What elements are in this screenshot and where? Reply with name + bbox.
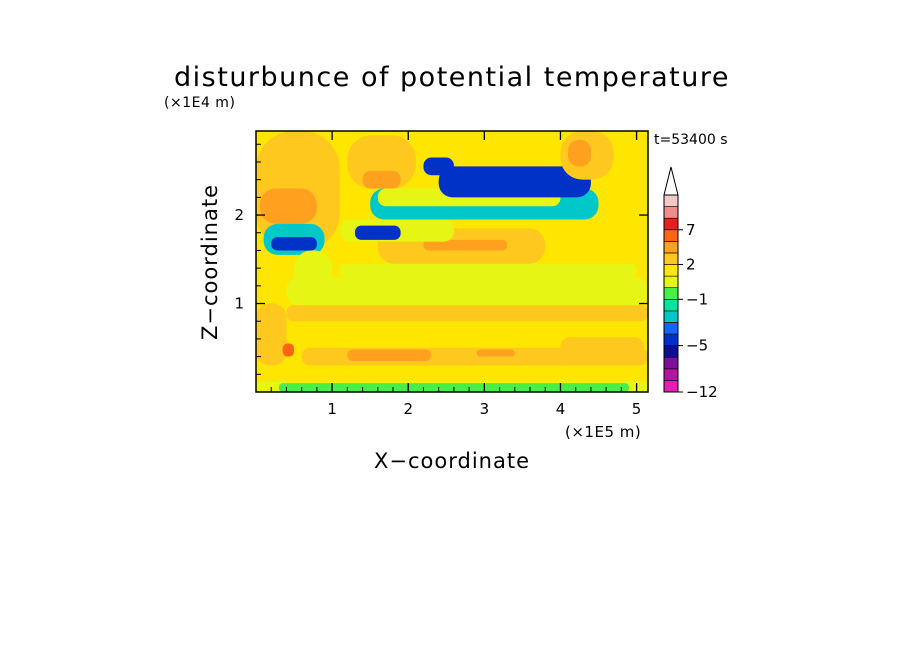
contour-region [438, 166, 591, 198]
y-axis: 12 [234, 143, 648, 375]
x-tick-label: 1 [327, 400, 337, 418]
colorbar-swatch [663, 264, 679, 277]
colorbar-tick-label: −5 [686, 337, 708, 355]
y-tick-label: 1 [234, 295, 244, 313]
colorbar-swatch [663, 241, 679, 254]
colorbar-tick-label: −1 [686, 290, 708, 308]
contour-region [560, 337, 645, 359]
contour-region [423, 239, 508, 251]
colorbar-swatch [663, 368, 679, 381]
contour-region [347, 349, 432, 362]
contour-region [256, 303, 287, 366]
contour-region [282, 343, 295, 357]
contour-region [271, 237, 317, 251]
y-axis-title: Z−coordinate [198, 184, 222, 340]
contour-region [286, 276, 648, 306]
colorbar-swatch [663, 206, 679, 219]
x-tick-label: 2 [403, 400, 413, 418]
colorbar: 7 2 −1 −5 −12 [663, 166, 718, 401]
x-tick-label: 5 [632, 400, 642, 418]
contour-region [568, 139, 591, 167]
colorbar-swatch [663, 356, 679, 370]
colorbar-swatch [663, 217, 679, 231]
colorbar-tick-label: 2 [686, 256, 696, 274]
contour-region [294, 250, 333, 295]
y-unit-label: (×1E4 m) [164, 95, 235, 111]
colorbar-frame [663, 194, 679, 393]
colorbar-swatch [663, 252, 679, 265]
plot-frame [255, 130, 649, 393]
colorbar-swatch [663, 322, 679, 335]
contour-region [354, 225, 401, 240]
contour-region [423, 157, 454, 176]
colorbar-extend-arrow [663, 166, 679, 196]
colorbar-swatch [663, 229, 679, 242]
colorbar-swatch [663, 345, 679, 358]
x-tick-label: 4 [556, 400, 566, 418]
contour-field [256, 131, 648, 392]
chart-title: disturbunce of potential temperature [174, 62, 730, 93]
colorbar-swatch [663, 380, 679, 393]
contour-region [476, 349, 515, 357]
colorbar-swatch [663, 194, 679, 207]
contour-region [259, 188, 317, 224]
contour-region [362, 170, 401, 189]
colorbar-swatch [663, 287, 679, 300]
x-axis-title: X−coordinate [374, 449, 530, 473]
contour-region [286, 305, 648, 322]
colorbar-tick-label: −12 [686, 383, 718, 401]
colorbar-swatch [663, 298, 679, 312]
colorbar-swatch [663, 275, 679, 289]
colorbar-tick-label: 7 [686, 221, 696, 239]
x-tick-label: 3 [480, 400, 490, 418]
colorbar-swatch [663, 333, 679, 346]
y-tick-label: 2 [234, 206, 244, 224]
colorbar-swatch [663, 310, 679, 323]
x-unit-label: (×1E5 m) [565, 423, 641, 441]
time-label: t=53400 s [654, 132, 728, 148]
x-axis: 1 2 3 4 5 [270, 131, 642, 418]
contour-region [339, 263, 637, 277]
